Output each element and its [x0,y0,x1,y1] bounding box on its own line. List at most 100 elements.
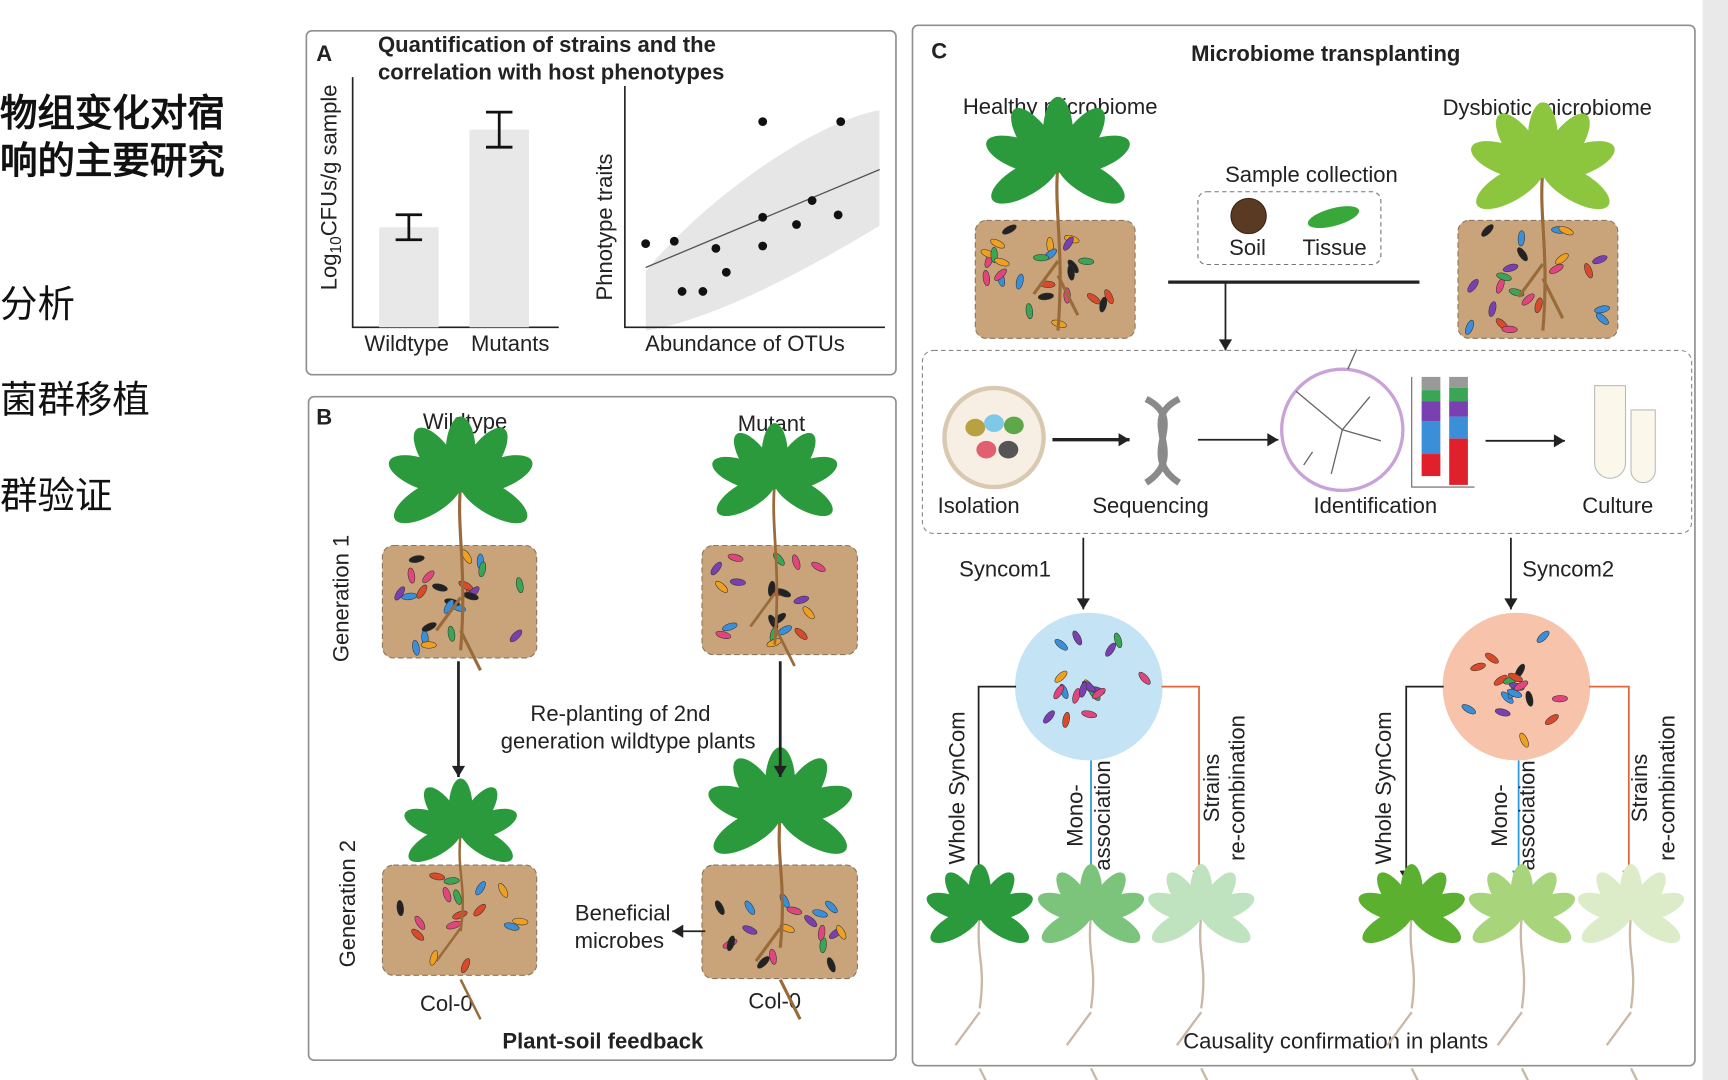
genotype-label: Col-0 [420,991,473,1016]
microbe [994,268,1007,281]
microbe [515,577,524,593]
soil [701,544,858,656]
microbe [1544,714,1559,726]
leaf [1581,908,1632,944]
scatter-point [836,117,846,127]
sidebar-heading: 物组变化对宿 [0,91,225,135]
stem [1386,914,1419,1080]
abundance-segment [1421,376,1441,391]
microbe [1063,236,1074,251]
arrow-head [1118,433,1130,447]
microbe [1062,712,1070,728]
scatter-point [721,267,731,277]
microbe [1514,680,1529,691]
panel-caption: Plant-soil feedback [502,1028,704,1053]
step-label: Isolation [938,493,1020,518]
microbe [1584,263,1593,279]
step-label: Sequencing [1092,493,1208,518]
axis [624,85,885,329]
soil-icon [1230,197,1267,235]
branch-label: re-combination [1654,715,1679,861]
microbe [726,935,735,952]
microbe [722,622,738,632]
leaf [979,908,1030,944]
microbe [1461,704,1476,715]
stem [1065,914,1099,1080]
syncom-label: Syncom2 [1522,557,1614,582]
microbe [411,928,425,941]
annotation: generation wildtype plants [501,729,756,754]
leaf [773,475,833,517]
microbe [1594,305,1610,314]
microbe [836,925,847,940]
leaf [1090,908,1141,944]
microbe [498,883,509,898]
leaf [1151,908,1202,944]
abundance-segment [1421,454,1441,477]
arrow [1589,685,1630,882]
petri-dish [942,385,1046,490]
microbe [1534,297,1543,314]
microbe [1525,690,1534,707]
genotype-label: Col-0 [748,989,801,1014]
microbe [982,270,991,287]
microbe [1519,732,1529,748]
microbe [1053,685,1064,700]
scatter-point [833,210,843,220]
abundance-segment [1449,438,1468,485]
stem [1605,914,1639,1080]
soil [974,219,1136,339]
stem [954,914,987,1080]
arrow-head [672,924,684,938]
microbe [420,641,437,649]
leaf [1057,157,1125,204]
microbe [432,583,448,592]
microbe [1470,662,1486,672]
microbe [710,561,722,576]
abundance-segment [1421,401,1441,421]
microbe [729,578,746,586]
microbe [1104,289,1114,304]
scatter-point [758,241,768,251]
microbe [1494,708,1511,717]
microbe [443,877,460,885]
microbe [1493,674,1508,686]
leaf [1521,908,1572,944]
leaf [1041,908,1092,944]
panel-title: correlation with host phenotypes [378,60,724,85]
microbe [1054,638,1068,651]
stem [1032,165,1080,331]
step-label: Culture [1582,493,1653,518]
sample-label: Tissue [1303,235,1367,260]
stem [1496,914,1530,1080]
microbe [1025,303,1034,320]
microbe [407,567,416,584]
microbe [1054,670,1068,683]
leaf [1411,908,1462,944]
x-axis-label: Abundance of OTUs [645,331,845,356]
x-tick-label: Mutants [471,331,549,356]
y-axis-label: Log10CFUs/g sample [316,84,345,290]
microbe [422,570,435,584]
microbe [1555,253,1569,265]
microbe [1467,279,1479,293]
stem [435,484,482,671]
scatter-point [711,243,721,253]
leaf [713,807,782,854]
abundance-segment [1421,420,1441,455]
sidebar-item: 菌群移植 [0,378,150,422]
leaf [1362,908,1413,944]
leaf [1472,908,1523,944]
leaf [930,908,981,944]
branch-label: association [1514,760,1539,870]
label-subscript: 10 [328,236,345,253]
annotation: Beneficial [575,901,671,926]
microbe [1002,224,1017,235]
microbe [1485,652,1499,664]
microbe [1481,224,1494,237]
microbe [825,900,838,914]
arrow [1161,685,1200,882]
panel-title: Quantification of strains and the [378,32,716,57]
microbe [394,586,406,601]
